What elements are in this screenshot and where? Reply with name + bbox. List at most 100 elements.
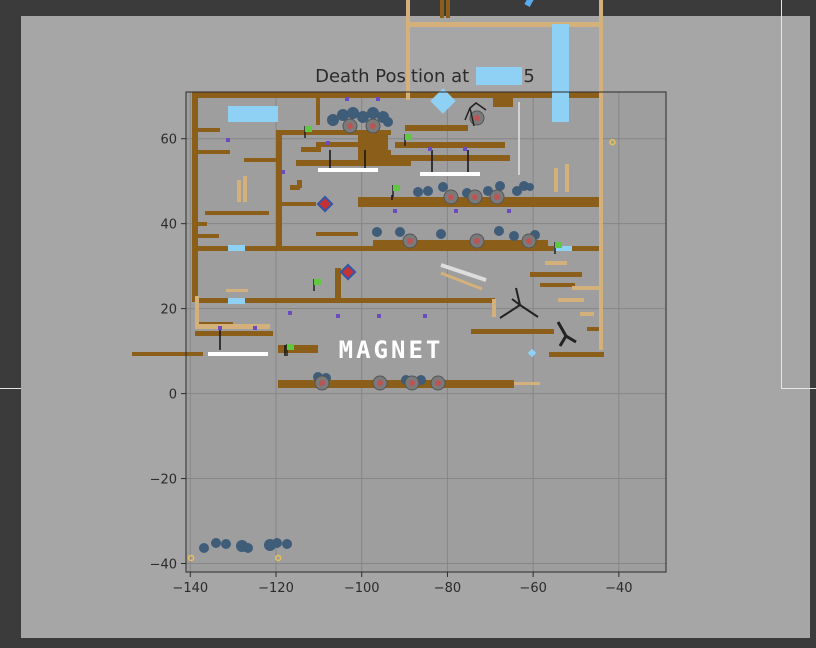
blob <box>423 186 433 196</box>
light-platform <box>558 298 584 302</box>
platform <box>549 352 604 357</box>
blob <box>494 226 504 236</box>
death-point <box>609 138 616 146</box>
white-bar <box>318 168 378 172</box>
sawblade-core <box>526 238 532 244</box>
platform <box>278 345 318 353</box>
guide-line-vertical <box>781 0 782 388</box>
platform <box>471 329 554 334</box>
platform <box>244 158 279 162</box>
blob <box>337 109 349 121</box>
checkpoint-flag <box>305 126 312 132</box>
sawblade-core <box>409 380 415 386</box>
platform <box>281 202 316 206</box>
x-tick-label: −140 <box>172 581 208 596</box>
diamond-pickup <box>316 195 334 213</box>
platform <box>316 97 320 125</box>
enemy-figure <box>464 102 487 127</box>
light-platform <box>492 299 496 317</box>
sawblade-core <box>377 380 383 386</box>
blob <box>495 181 505 191</box>
platform <box>290 185 300 190</box>
x-tick-label: −100 <box>344 581 380 596</box>
sawblade-core <box>474 238 480 244</box>
blob <box>395 227 405 237</box>
marker-dot <box>377 314 381 318</box>
platform <box>192 92 603 98</box>
blob <box>413 187 423 197</box>
guide-line-horizontal <box>781 388 816 389</box>
checkpoint-flag <box>393 185 400 191</box>
platform <box>316 142 371 147</box>
platform <box>390 155 510 161</box>
marker-dot <box>393 209 397 213</box>
marker-dot <box>463 147 467 151</box>
platform <box>192 92 198 302</box>
sawblade-core <box>319 380 325 386</box>
x-tick-label: −120 <box>258 581 294 596</box>
light-platform <box>406 0 410 100</box>
checkpoint-flag <box>555 242 562 248</box>
platform <box>405 125 468 131</box>
platform <box>335 268 341 300</box>
platform <box>195 128 220 132</box>
checkpoint-flag <box>405 134 412 140</box>
blob <box>526 183 534 191</box>
platform <box>530 272 582 277</box>
grid-lines <box>186 92 666 572</box>
checkpoint-flag <box>287 344 294 350</box>
blob <box>199 543 209 553</box>
marker-dot <box>428 147 432 151</box>
checkpoint-flag <box>314 279 321 285</box>
platform <box>195 222 207 226</box>
water-block <box>228 298 245 304</box>
platform <box>205 211 269 215</box>
marker-dot <box>345 97 349 101</box>
light-platform <box>226 289 248 292</box>
y-tick-label: 0 <box>169 388 177 403</box>
sawblade-core <box>347 123 353 129</box>
sawblade-core <box>472 194 478 200</box>
axes <box>185 91 667 573</box>
light-platform <box>545 261 567 265</box>
platform <box>373 240 548 246</box>
sawblade-core <box>474 115 480 121</box>
platform <box>276 130 391 135</box>
death-points <box>187 138 616 562</box>
white-bar <box>208 352 268 356</box>
marker-dot <box>336 314 340 318</box>
axes-frame <box>185 91 667 573</box>
water-block <box>228 245 245 251</box>
platform <box>493 97 513 107</box>
blob <box>509 231 519 241</box>
blob <box>243 543 253 553</box>
y-tick-label: 40 <box>160 218 177 233</box>
blob <box>347 107 359 119</box>
sawblade-core <box>435 380 441 386</box>
platform <box>195 331 273 336</box>
water-crystal <box>524 0 534 7</box>
blob <box>512 186 522 196</box>
ramp <box>440 271 483 291</box>
platform <box>440 0 444 18</box>
platform <box>395 142 505 148</box>
blob <box>383 117 393 127</box>
light-platform <box>406 22 603 27</box>
x-tick-label: −40 <box>605 581 632 596</box>
platform <box>373 150 391 160</box>
marker-dot <box>288 311 292 315</box>
diamond-pickup <box>339 263 357 281</box>
sawblade-core <box>448 194 454 200</box>
guide-line-horizontal-left <box>0 388 21 389</box>
blob <box>221 539 231 549</box>
y-tick-label: −40 <box>150 558 177 573</box>
platform <box>467 92 602 98</box>
platform <box>296 160 411 166</box>
platform <box>195 298 495 303</box>
platform <box>276 130 282 248</box>
sawblade-core <box>407 238 413 244</box>
blob <box>327 114 339 126</box>
platform <box>278 380 514 388</box>
platform <box>316 232 358 236</box>
